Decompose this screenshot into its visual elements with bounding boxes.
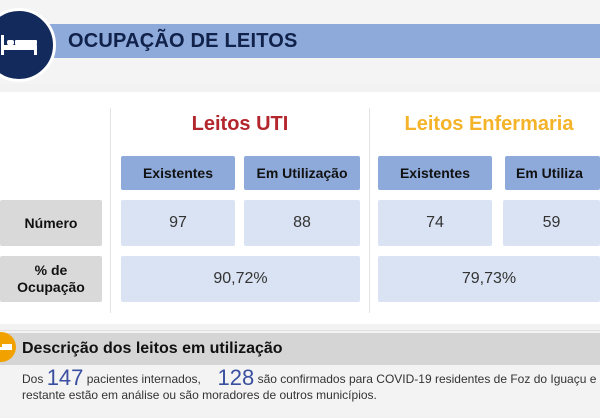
description-text-line2: restante estão em análise ou são morador… <box>22 388 377 402</box>
description-title-band <box>0 333 600 365</box>
description-text: Dos 147 pacientes internados, 128 são co… <box>22 364 600 393</box>
divider <box>369 108 370 313</box>
uti-utilizacao-header: Em Utilização <box>244 156 360 190</box>
uti-existentes-header: Existentes <box>121 156 235 190</box>
bed-icon <box>0 332 16 362</box>
row-label-ocupacao: % de Ocupação <box>0 256 102 302</box>
title-band: OCUPAÇÃO DE LEITOS <box>34 24 600 58</box>
enfermaria-title: Leitos Enfermaria <box>404 113 574 135</box>
description-prefix: Dos <box>22 372 44 386</box>
enfermaria-existentes-value: 74 <box>378 200 492 246</box>
confirmed-count: 128 <box>217 365 255 390</box>
enfermaria-existentes-header: Existentes <box>378 156 492 190</box>
enfermaria-utilizacao-header: Em Utiliza <box>505 156 600 190</box>
divider <box>110 108 111 313</box>
uti-title: Leitos UTI <box>191 113 289 135</box>
uti-utilizacao-value: 88 <box>244 200 360 246</box>
enfermaria-ocupacao-value: 79,73% <box>378 256 600 302</box>
patients-count: 147 <box>46 365 84 390</box>
page-title: OCUPAÇÃO DE LEITOS <box>68 30 298 52</box>
row-label-numero: Número <box>0 200 102 246</box>
uti-ocupacao-value: 90,72% <box>121 256 360 302</box>
enfermaria-utilizacao-value: 59 <box>503 200 600 246</box>
description-mid: pacientes internados, <box>86 372 201 386</box>
description-suffix: são confirmados para COVID-19 residentes… <box>257 372 600 386</box>
description-title: Descrição dos leitos em utilização <box>22 340 283 357</box>
uti-existentes-value: 97 <box>121 200 235 246</box>
